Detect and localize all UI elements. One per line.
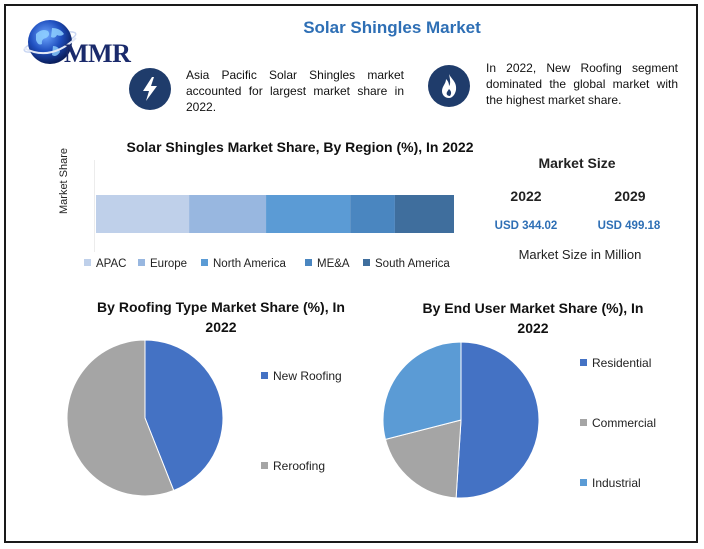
market-size-year-2029: 2029 — [614, 188, 646, 204]
roofing-type-pie-chart — [66, 339, 224, 497]
legend-item-new-roofing: New Roofing — [261, 369, 342, 383]
mmr-globe-logo-icon — [23, 20, 77, 64]
bar-segment-apac — [96, 195, 190, 233]
logo-text: MMR — [64, 39, 131, 68]
infographic-frame — [4, 4, 698, 543]
legend-swatch — [580, 359, 587, 366]
note-asia-pacific: Asia Pacific Solar Shingles market accou… — [186, 68, 404, 114]
legend-swatch — [261, 462, 268, 469]
legend-item-residential: Residential — [580, 356, 651, 370]
legend-item-apac: APAC — [84, 258, 126, 270]
bar-segment-north-america — [266, 195, 351, 233]
legend-swatch — [580, 479, 587, 486]
end-user-pie-chart — [382, 341, 540, 499]
legend-swatch — [138, 259, 145, 266]
bar-segment-mea — [350, 195, 395, 233]
legend-label: South America — [375, 258, 450, 270]
pie-slice-new-roofing — [144, 339, 224, 492]
legend-label: Residential — [592, 356, 652, 370]
legend-label: APAC — [96, 258, 127, 270]
market-size-title: Market Size — [538, 155, 616, 171]
region-chart-title: Solar Shingles Market Share, By Region (… — [126, 139, 474, 155]
legend-swatch — [305, 259, 312, 266]
legend-label: Europe — [150, 258, 188, 270]
market-size-year-2022: 2022 — [510, 188, 542, 204]
legend-item-south-america: South America — [363, 258, 450, 270]
market-size-unit: Market Size in Million — [518, 247, 642, 262]
end-user-chart-title: By End User Market Share (%), In 2022 — [422, 300, 644, 336]
legend-label: ME&A — [317, 258, 350, 270]
flame-icon — [428, 65, 470, 107]
legend-item-industrial: Industrial — [580, 476, 641, 490]
roofing-type-chart-title: By Roofing Type Market Share (%), In 202… — [97, 299, 345, 335]
pie-slice-industrial — [382, 341, 462, 441]
market-size-value-2022: USD 344.02 — [494, 220, 558, 232]
pie-slice-reroofing — [66, 339, 175, 497]
legend-label: North America — [213, 258, 286, 270]
legend-swatch — [84, 259, 91, 266]
legend-label: New Roofing — [273, 369, 342, 383]
page-title: Solar Shingles Market — [303, 18, 481, 37]
legend-label: Reroofing — [273, 459, 326, 473]
region-stacked-bar-chart — [94, 160, 454, 252]
legend-swatch — [363, 259, 370, 266]
note-new-roofing: In 2022, New Roofing segment dominated t… — [486, 61, 678, 107]
legend-label: Commercial — [592, 416, 657, 430]
bar-segment-south-america — [394, 195, 454, 233]
lightning-icon — [129, 68, 171, 110]
legend-item-reroofing: Reroofing — [261, 459, 325, 473]
market-size-value-2029: USD 499.18 — [597, 220, 661, 232]
region-chart-ylabel: Market Share — [58, 147, 70, 214]
pie-slice-commercial — [384, 419, 462, 499]
legend-swatch — [580, 419, 587, 426]
pie-slice-residential — [455, 341, 540, 499]
legend-swatch — [201, 259, 208, 266]
bar-segment-europe — [189, 195, 267, 233]
legend-swatch — [261, 372, 268, 379]
legend-item-europe: Europe — [138, 258, 187, 270]
legend-item-north-america: North America — [201, 258, 286, 270]
legend-item-commercial: Commercial — [580, 416, 656, 430]
legend-item-mea: ME&A — [305, 258, 350, 270]
legend-label: Industrial — [592, 476, 641, 490]
